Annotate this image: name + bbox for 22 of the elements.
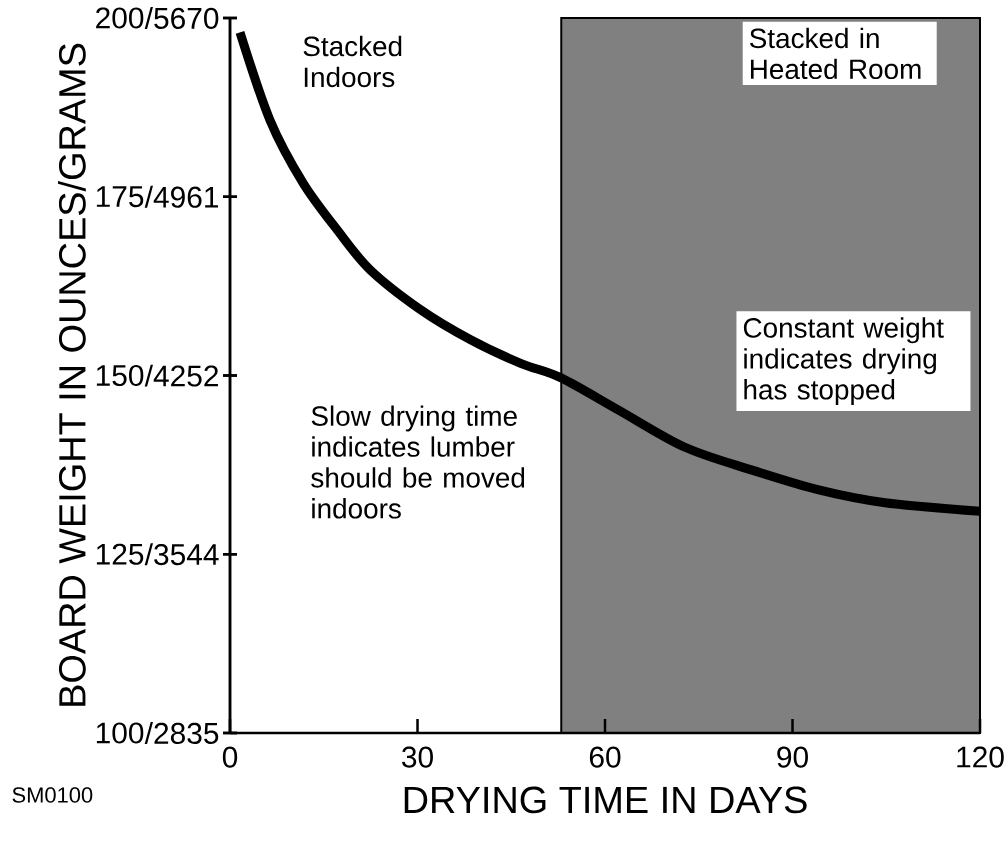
x-tick-label: 90 (777, 746, 808, 768)
y2-tick-label: /4961 (144, 185, 219, 208)
y2-tick-label: /5670 (144, 7, 219, 29)
annotation: Constant weight indicates drying has stopped (743, 317, 944, 406)
x-tick-label: 0 (222, 746, 238, 768)
annotation: Slow drying time indicates lumber should be moved indoors (311, 405, 525, 519)
x-tick-label: 120 (957, 746, 1004, 768)
y-tick-label: 125 (96, 543, 144, 565)
text: SM0100 (12, 787, 93, 803)
y-axis-title: BOARD WEIGHT IN OUNCES/GRAMS (57, 43, 86, 706)
y-tick-label: 150 (96, 364, 144, 387)
annotation: Stacked Indoors (303, 35, 402, 88)
y-tick-label: 175 (96, 186, 144, 208)
y2-tick-label: /3544 (144, 543, 219, 566)
y2-tick-label: /4252 (144, 364, 218, 387)
band-label: Stacked in Heated Room (749, 27, 921, 80)
y2-tick-label: /2835 (144, 722, 219, 744)
x-tick-label: 60 (589, 746, 621, 768)
x-axis-title: DRYING TIME IN DAYS (404, 786, 807, 814)
y-tick-label: 200 (96, 7, 144, 29)
y-tick-label: 100 (96, 722, 144, 744)
x-tick-label: 30 (402, 746, 433, 768)
